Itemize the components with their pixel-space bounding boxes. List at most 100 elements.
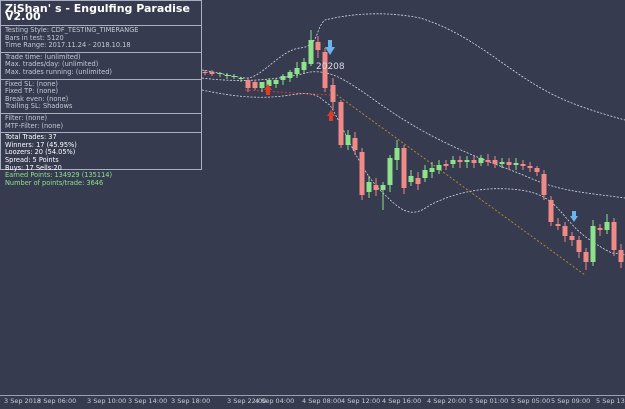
bear-candle	[245, 80, 251, 88]
bear-candle	[555, 224, 561, 226]
bear-candle	[315, 42, 321, 50]
trade-price-label: 20208	[316, 62, 345, 72]
price-chart[interactable]: 20208	[0, 0, 625, 395]
time-tick-label: 4 Sep 04:00	[255, 397, 295, 405]
time-range: Time Range: 2017.11.24 - 2018.10.18	[5, 41, 131, 50]
bear-candle	[401, 148, 407, 188]
total-trades: Total Trades: 37	[5, 133, 57, 142]
time-tick-label: 3 Sep 06:00	[37, 397, 77, 405]
test-info-section: Testing Style: CDF_TESTING_TIMERANGE Bar…	[1, 26, 201, 53]
bull-candle	[345, 135, 351, 145]
bull-candle	[259, 82, 265, 88]
time-tick-label: 5 Sep 13:00	[596, 397, 625, 405]
limits-section: Trade time: (unlimited) Max. trades/day:…	[1, 53, 201, 80]
bear-candle	[506, 162, 512, 165]
fixed-tp: Fixed TP: (none)	[5, 87, 59, 96]
bull-candle	[380, 185, 386, 190]
ea-info-panel: ZiShan' s - Engulfing Paradise V2.00 Tes…	[0, 0, 202, 186]
winners: Winners: 17 (45.95%)	[5, 140, 77, 149]
bear-candle	[457, 160, 463, 162]
bear-candle	[359, 152, 365, 195]
bear-candle	[597, 228, 603, 230]
bull-candle	[308, 40, 314, 64]
bull-candle	[436, 165, 442, 170]
bear-candle	[541, 174, 547, 195]
bull-candle	[478, 158, 484, 163]
bull-candle	[280, 76, 286, 80]
bear-candle	[569, 236, 575, 240]
bear-candle	[562, 226, 568, 236]
upper-band	[201, 13, 625, 121]
sell-arrow-icon	[264, 84, 272, 95]
bull-candle	[224, 75, 230, 76]
bear-candle	[583, 252, 589, 262]
bull-candle	[231, 76, 237, 77]
bear-candle	[611, 222, 617, 250]
bear-candle	[202, 72, 208, 73]
bull-candle	[294, 68, 300, 74]
bull-candle	[464, 160, 470, 162]
bear-candle	[443, 164, 449, 166]
mtf-filter: MTF-Filter: (none)	[5, 121, 64, 130]
bars-in-test: Bars in test: 5120	[5, 33, 64, 42]
bull-candle	[366, 182, 372, 192]
time-tick-label: 4 Sep 12:00	[341, 397, 381, 405]
bear-candle	[352, 138, 358, 150]
time-axis: 3 Sep 2018 3 Sep 06:00 3 Sep 10:00 3 Sep 14…	[0, 395, 625, 409]
bull-candle	[217, 73, 223, 74]
spread: Spread: 5 Points	[5, 155, 59, 164]
trend-line	[329, 89, 586, 276]
bull-candle	[408, 176, 414, 182]
bear-candle	[471, 160, 477, 163]
filter: Filter: (none)	[5, 113, 48, 122]
bull-candle	[394, 148, 400, 160]
time-tick-label: 3 Sep 14:00	[128, 397, 168, 405]
ea-title: ZiShan' s - Engulfing Paradise V2.00	[1, 1, 201, 26]
time-tick-label: 4 Sep 16:00	[382, 397, 422, 405]
bull-candle	[273, 80, 279, 84]
bull-candle	[590, 226, 596, 262]
trade-time: Trade time: (unlimited)	[5, 52, 81, 61]
time-tick-label: 3 Sep 22:00	[227, 397, 267, 405]
time-tick-label: 3 Sep 10:00	[87, 397, 127, 405]
break-even: Break even: (none)	[5, 94, 69, 103]
loozers: Loozers: 20 (54.05%)	[5, 148, 76, 157]
time-tick-label: 3 Sep 2018	[4, 397, 42, 405]
time-tick-label: 5 Sep 09:00	[551, 397, 591, 405]
testing-style: Testing Style: CDF_TESTING_TIMERANGE	[5, 26, 139, 34]
bear-candle	[209, 72, 215, 74]
bull-candle	[429, 168, 435, 172]
candlestick-plot[interactable]	[0, 0, 625, 395]
buy-arrow-icon	[325, 40, 335, 55]
bull-candle	[499, 162, 505, 164]
trailing-sl: Trailing SL: Shadows	[5, 102, 73, 111]
bear-candle	[252, 82, 258, 88]
bull-candle	[238, 78, 244, 79]
bull-candle	[604, 222, 610, 230]
bear-candle	[415, 178, 421, 184]
lower-band	[201, 89, 625, 256]
bull-candle	[387, 158, 393, 185]
bear-candle	[534, 168, 540, 172]
bear-candle	[492, 160, 498, 164]
bear-candle	[330, 85, 336, 102]
filter-section: Filter: (none) MTF-Filter: (none)	[1, 113, 201, 134]
bear-candle	[373, 185, 379, 190]
bear-candle	[527, 166, 533, 168]
bear-candle	[618, 250, 624, 262]
bear-candle	[548, 200, 554, 222]
bear-candle	[322, 52, 328, 88]
stats-section: Total Trades: 37 Winners: 17 (45.95%) Lo…	[1, 133, 201, 189]
max-trades-day: Max. trades/day: (unlimited)	[5, 60, 99, 69]
bull-candle	[287, 72, 293, 78]
bear-candle	[576, 240, 582, 252]
time-tick-label: 4 Sep 20:00	[427, 397, 467, 405]
bull-candle	[450, 160, 456, 164]
bear-candle	[520, 164, 526, 166]
bear-candle	[338, 102, 344, 145]
time-tick-label: 5 Sep 01:00	[469, 397, 509, 405]
time-tick-label: 3 Sep 18:00	[171, 397, 211, 405]
entry-line	[244, 89, 331, 96]
bull-candle	[513, 163, 519, 165]
buy-arrow-icon	[570, 211, 578, 222]
